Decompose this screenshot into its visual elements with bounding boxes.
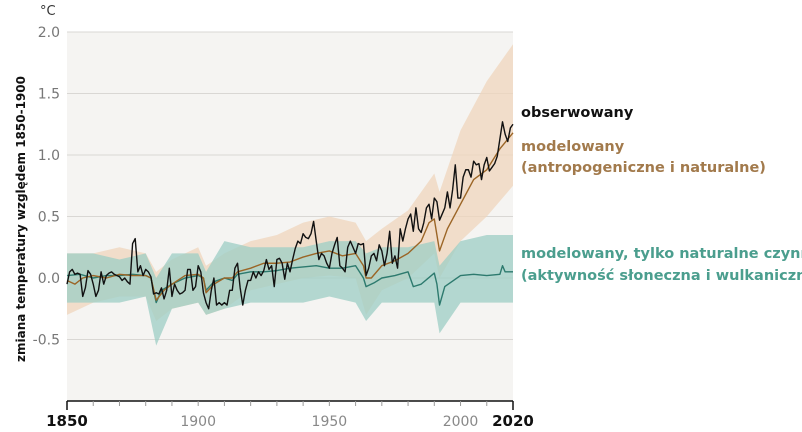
anthro-model-line	[66, 132, 514, 301]
y-tick-label: 0.0	[38, 271, 60, 287]
natural-uncertainty-band	[67, 234, 513, 346]
y-tick-label: 2.0	[38, 25, 60, 41]
x-tick-label: 2000	[443, 414, 479, 430]
x-tick-label: 1950	[312, 414, 348, 430]
legend-observed: obserwowany	[521, 105, 634, 121]
observed-line	[66, 121, 514, 310]
legend-natural-subtitle: (aktywność słoneczna i wulkaniczna)	[521, 268, 802, 284]
x-tick-label: 1900	[180, 414, 216, 430]
y-tick-label: 1.0	[38, 148, 60, 164]
y-tick-label: -0.5	[33, 333, 60, 349]
x-tick-label: 2020	[492, 412, 534, 430]
unit-label: °C	[40, 4, 56, 19]
y-tick-label: 0.5	[38, 210, 60, 226]
legend-natural-title: modelowany, tylko naturalne czynniki	[521, 246, 802, 262]
legend-anthro-title: modelowany	[521, 139, 625, 155]
y-tick-label: 1.5	[38, 87, 60, 103]
y-axis-label: zmiana temperatury względem 1850-1900	[14, 76, 28, 362]
x-tick-label: 1850	[46, 412, 88, 430]
legend-anthro-subtitle: (antropogeniczne i naturalne)	[521, 160, 766, 176]
